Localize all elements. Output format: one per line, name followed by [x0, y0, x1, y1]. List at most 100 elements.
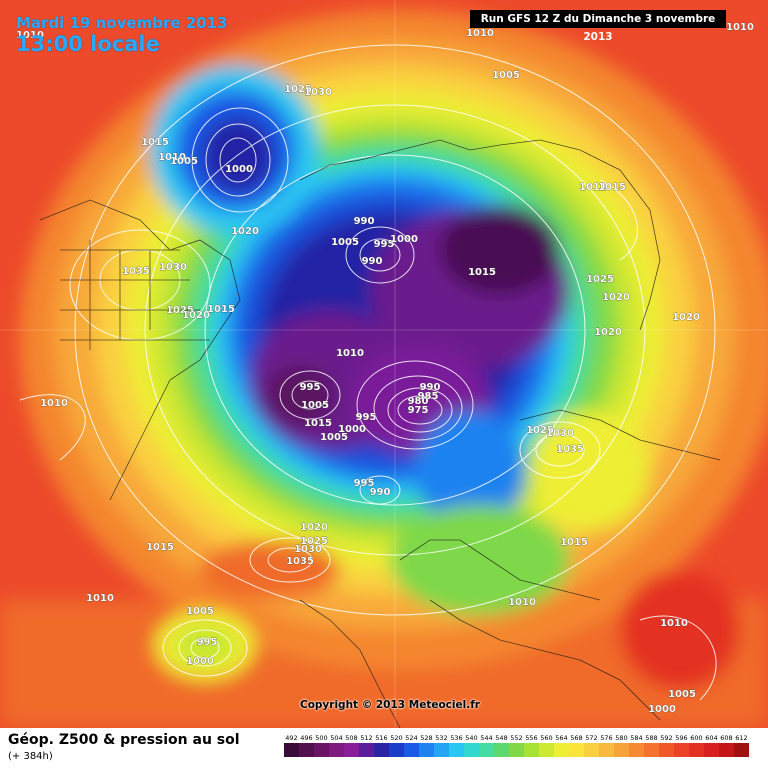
scale-color-swatch: [734, 743, 749, 757]
run-info: Run GFS 12 Z du Dimanche 3 novembre 2013: [470, 10, 726, 43]
scale-color-swatch: [299, 743, 314, 757]
scale-color-swatch: [614, 743, 629, 757]
pressure-label: 1010: [660, 618, 688, 629]
forecast-date: Mardi 19 novembre 2013: [16, 14, 228, 32]
pressure-label: 1015: [560, 537, 588, 548]
scale-value-label: 524: [405, 734, 417, 742]
scale-color-swatch: [389, 743, 404, 757]
pressure-label: 985: [418, 391, 439, 402]
pressure-label: 1010: [86, 593, 114, 604]
scale-color-swatch: [374, 743, 389, 757]
scale-value-label: 596: [675, 734, 687, 742]
pressure-label: 1025: [526, 425, 554, 436]
scale-color-swatch: [419, 743, 434, 757]
pressure-label: 990: [370, 487, 391, 498]
pressure-label: 1010: [466, 28, 494, 39]
pressure-label: 1015: [141, 137, 169, 148]
scale-value-label: 572: [585, 734, 597, 742]
scale-value-label: 608: [720, 734, 732, 742]
pressure-label: 1035: [556, 444, 584, 455]
pressure-label: 1020: [231, 226, 259, 237]
scale-value-label: 512: [360, 734, 372, 742]
pressure-label: 975: [408, 405, 429, 416]
pressure-label: 1005: [301, 400, 329, 411]
pressure-label: 1000: [225, 164, 253, 175]
pressure-label: 1005: [320, 432, 348, 443]
scale-value-label: 548: [495, 734, 507, 742]
scale-color-swatch: [674, 743, 689, 757]
pressure-label: 1011: [579, 182, 607, 193]
scale-color-swatch: [524, 743, 539, 757]
scale-color-swatch: [404, 743, 419, 757]
pressure-label: 1030: [159, 262, 187, 273]
pressure-label: 990: [354, 216, 375, 227]
pressure-label: 1015: [304, 418, 332, 429]
scale-color-swatch: [509, 743, 524, 757]
scale-color-swatch: [644, 743, 659, 757]
pressure-label: 1025: [284, 84, 312, 95]
pressure-label: 1025: [166, 305, 194, 316]
pressure-label: 1025: [300, 536, 328, 547]
scale-color-swatch: [599, 743, 614, 757]
scale-value-label: 568: [570, 734, 582, 742]
pressure-label: 1005: [331, 237, 359, 248]
pressure-label: 1000: [186, 656, 214, 667]
pressure-label: 1020: [672, 312, 700, 323]
pressure-label: 995: [197, 637, 218, 648]
scale-value-label: 544: [480, 734, 492, 742]
scale-value-label: 564: [555, 734, 567, 742]
scale-value-label: 504: [330, 734, 342, 742]
scale-color-swatch: [434, 743, 449, 757]
scale-color-swatch: [689, 743, 704, 757]
scale-value-label: 560: [540, 734, 552, 742]
pressure-label: 990: [420, 382, 441, 393]
pressure-label: 995: [354, 478, 375, 489]
pressure-label: 1030: [546, 428, 574, 439]
scale-value-label: 592: [660, 734, 672, 742]
pressure-label: 1035: [122, 266, 150, 277]
pressure-label: 1005: [170, 156, 198, 167]
scale-color-swatch: [284, 743, 299, 757]
pressure-label: 995: [374, 239, 395, 250]
pressure-label: 1005: [186, 606, 214, 617]
pressure-label: 1025: [586, 274, 614, 285]
scale-color-swatch: [539, 743, 554, 757]
scale-value-label: 612: [735, 734, 747, 742]
scale-value-label: 588: [645, 734, 657, 742]
pressure-label: 1020: [182, 310, 210, 321]
pressure-label: 1020: [300, 522, 328, 533]
pressure-label: 1015: [207, 304, 235, 315]
scale-color-swatch: [494, 743, 509, 757]
pressure-label: 1030: [294, 544, 322, 555]
pressure-label: 1035: [286, 556, 314, 567]
pressure-label: 1010: [336, 348, 364, 359]
pressure-label: 1010: [16, 30, 44, 41]
scale-color-swatch: [464, 743, 479, 757]
pressure-label: 1000: [390, 234, 418, 245]
scale-color-swatch: [659, 743, 674, 757]
pressure-label: 1020: [594, 327, 622, 338]
pressure-label: 990: [362, 256, 383, 267]
color-scale-legend: 492 496 500 504 508 512 516 520 524 528 532 536 540 5…: [284, 734, 749, 757]
pressure-label: 1030: [304, 87, 332, 98]
pressure-label: 1000: [338, 424, 366, 435]
scale-value-label: 584: [630, 734, 642, 742]
pressure-label: 1015: [598, 182, 626, 193]
scale-color-swatch: [449, 743, 464, 757]
scale-color-swatch: [314, 743, 329, 757]
pressure-label: 995: [356, 412, 377, 423]
scale-value-label: 508: [345, 734, 357, 742]
scale-value-label: 576: [600, 734, 612, 742]
pressure-label: 1010: [508, 597, 536, 608]
scale-color-swatch: [704, 743, 719, 757]
scale-color-swatch: [344, 743, 359, 757]
scale-color-swatch: [359, 743, 374, 757]
scale-value-label: 540: [465, 734, 477, 742]
pressure-label: 1005: [492, 70, 520, 81]
scale-color-swatch: [329, 743, 344, 757]
map-title: Géop. Z500 & pression au sol: [8, 732, 240, 748]
scale-color-swatch: [554, 743, 569, 757]
scale-value-label: 496: [300, 734, 312, 742]
scale-value-label: 520: [390, 734, 402, 742]
scale-value-label: 500: [315, 734, 327, 742]
